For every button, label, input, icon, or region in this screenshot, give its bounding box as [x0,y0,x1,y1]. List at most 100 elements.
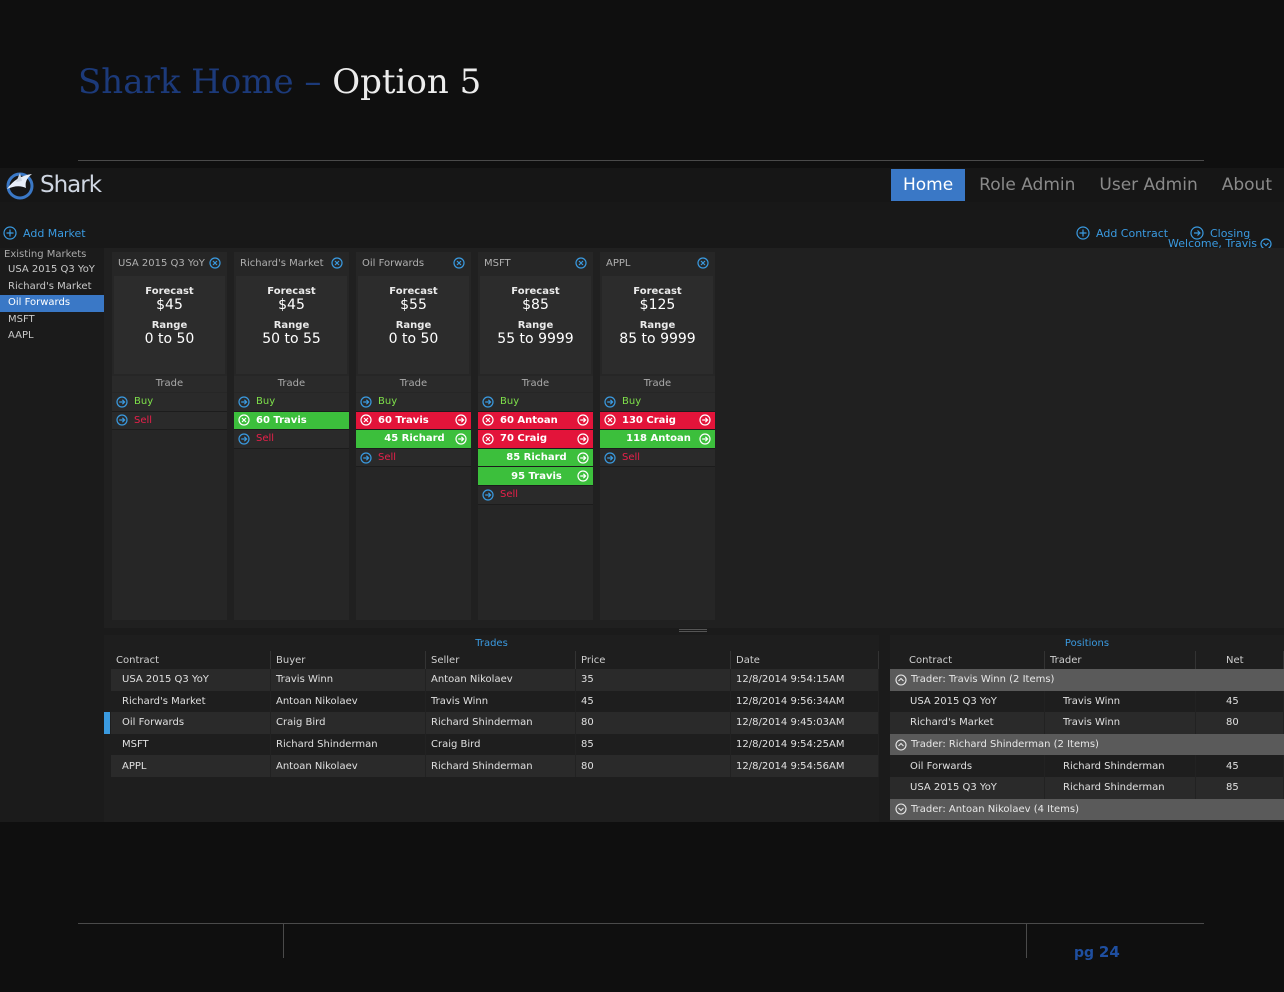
plus-circle-icon [1076,226,1090,240]
sell-button[interactable]: Sell [234,430,349,449]
trade-label: Trade [600,376,715,392]
shark-logo-icon [4,170,36,200]
positions-title: Positions [1064,638,1110,649]
table-row[interactable]: MSFT Richard Shinderman Craig Bird 85 12/8/2… [111,733,879,756]
table-row[interactable]: Oil Forwards Craig Bird Richard Shinderman… [104,712,879,734]
plus-circle-icon [3,226,17,240]
market-card: APPL Forecast $125 Range 85 to 9999 Trade Buy 1… [600,252,715,620]
page-number: pg 24 [1074,943,1120,961]
positions-column-header[interactable]: Trader [1045,651,1196,669]
close-icon[interactable] [697,257,709,269]
market-header: MSFT [478,252,593,274]
sell-order-row[interactable]: 70 Craig [478,430,593,449]
table-cell: USA 2015 Q3 YoY [890,690,1045,713]
footer-divider-left [283,924,284,958]
nav-item-user-admin[interactable]: User Admin [1099,175,1198,195]
panel-splitter-handle[interactable] [679,629,707,632]
trades-column-header[interactable]: Contract [111,651,271,669]
order-label: 118 Antoan [626,433,691,445]
table-cell: Richard's Market [111,690,271,713]
position-group-header[interactable]: Trader: Antoan Nikolaev (4 Items) [890,798,1284,821]
table-cell: Richard Shinderman [1045,776,1196,799]
cancel-icon [482,433,494,445]
table-row[interactable]: Richard's Market Travis Winn 80 [890,712,1284,734]
sell-button[interactable]: Sell [112,411,227,431]
buy-order-row[interactable]: 95 Travis [478,467,593,486]
forecast-label: Forecast [389,286,438,297]
sell-order-row[interactable]: 60 Antoan [478,411,593,431]
order-label: 45 Richard [384,433,445,445]
buy-button[interactable]: Buy [234,393,349,412]
table-cell: Oil Forwards [111,712,271,734]
sell-button[interactable]: Sell [478,485,593,505]
sidebar-item[interactable]: Richard's Market [8,280,92,292]
slide-title-secondary: Option 5 [332,62,482,102]
trades-column-header[interactable]: Date [731,651,879,669]
arrow-circle-icon [482,396,494,408]
page-label: pg [1074,945,1095,961]
buy-order-row[interactable]: 85 Richard [478,448,593,468]
table-cell: 12/8/2014 9:54:15AM [731,669,879,691]
sidebar-item[interactable]: USA 2015 Q3 YoY [8,264,95,275]
buy-order-row[interactable]: 45 Richard [356,430,471,449]
market-name: Oil Forwards [362,257,425,269]
trade-label: Trade [478,376,593,392]
nav-item-home[interactable]: Home [890,169,966,201]
trade-label: Trade [234,376,349,392]
table-cell: 35 [576,669,731,691]
nav-item-role-admin[interactable]: Role Admin [979,175,1076,195]
market-name: APPL [606,257,631,269]
table-row[interactable]: USA 2015 Q3 YoY Travis Winn 45 [890,690,1284,713]
table-cell: Oil Forwards [890,755,1045,777]
sidebar-item[interactable]: Oil Forwards [0,295,104,312]
forecast-value: $85 [522,297,549,313]
buy-order-row[interactable]: 60 Travis [234,411,349,431]
sidebar-item[interactable]: AAPL [8,330,34,341]
trades-column-header[interactable]: Seller [426,651,576,669]
buy-button[interactable]: Buy [112,393,227,412]
market-board: USA 2015 Q3 YoY Forecast $45 Range 0 to 50 Tr… [104,248,1284,628]
sidebar-list: USA 2015 Q3 YoY Richard's Market Oil Forwa… [0,262,104,345]
buy-order-row[interactable]: 118 Antoan [600,430,715,449]
positions-column-header[interactable]: Net [1196,651,1284,669]
close-icon[interactable] [575,257,587,269]
sidebar-item[interactable]: MSFT [8,313,35,325]
arrow-circle-icon [238,396,250,408]
table-row[interactable]: APPL Antoan Nikolaev Richard Shinderman 80 1… [111,755,879,777]
buy-button[interactable]: Buy [356,393,471,412]
table-cell: Antoan Nikolaev [426,669,576,691]
table-cell: Travis Winn [271,669,426,691]
close-icon[interactable] [209,257,221,269]
position-group-header[interactable]: Trader: Travis Winn (2 Items) [890,669,1284,691]
closing-button[interactable]: Closing [1190,226,1250,240]
add-contract-button[interactable]: Add Contract [1076,226,1168,240]
market-forecast-panel: Forecast $45 Range 0 to 50 [114,276,225,374]
table-cell: Richard's Market [890,712,1045,734]
table-cell: Richard Shinderman [271,733,426,756]
nav-item-about[interactable]: About [1221,175,1272,195]
forecast-label: Forecast [511,286,560,297]
sell-order-row[interactable]: 60 Travis [356,411,471,431]
sell-button[interactable]: Sell [600,448,715,468]
trades-column-header[interactable]: Buyer [271,651,426,669]
table-cell: Craig Bird [271,712,426,734]
buy-button[interactable]: Buy [478,393,593,412]
buy-label: Buy [500,396,520,408]
buy-button[interactable]: Buy [600,393,715,412]
close-icon[interactable] [453,257,465,269]
arrow-circle-icon [482,489,494,501]
sell-order-row[interactable]: 130 Craig [600,411,715,431]
add-market-button[interactable]: Add Market [3,226,86,240]
table-row[interactable]: USA 2015 Q3 YoY Travis Winn Antoan Nikolae… [111,669,879,691]
position-group-header[interactable]: Trader: Richard Shinderman (2 Items) [890,733,1284,756]
close-icon[interactable] [331,257,343,269]
forecast-value: $45 [278,297,305,313]
buy-label: Buy [622,396,642,408]
trades-column-header[interactable]: Price [576,651,731,669]
table-row[interactable]: Richard's Market Antoan Nikolaev Travis Wi… [111,690,879,713]
sell-button[interactable]: Sell [356,448,471,468]
table-row[interactable]: Oil Forwards Richard Shinderman 45 [890,755,1284,777]
arrow-circle-icon [699,433,711,445]
table-row[interactable]: USA 2015 Q3 YoY Richard Shinderman 85 [890,776,1284,799]
positions-column-header[interactable]: Contract [890,651,1045,669]
